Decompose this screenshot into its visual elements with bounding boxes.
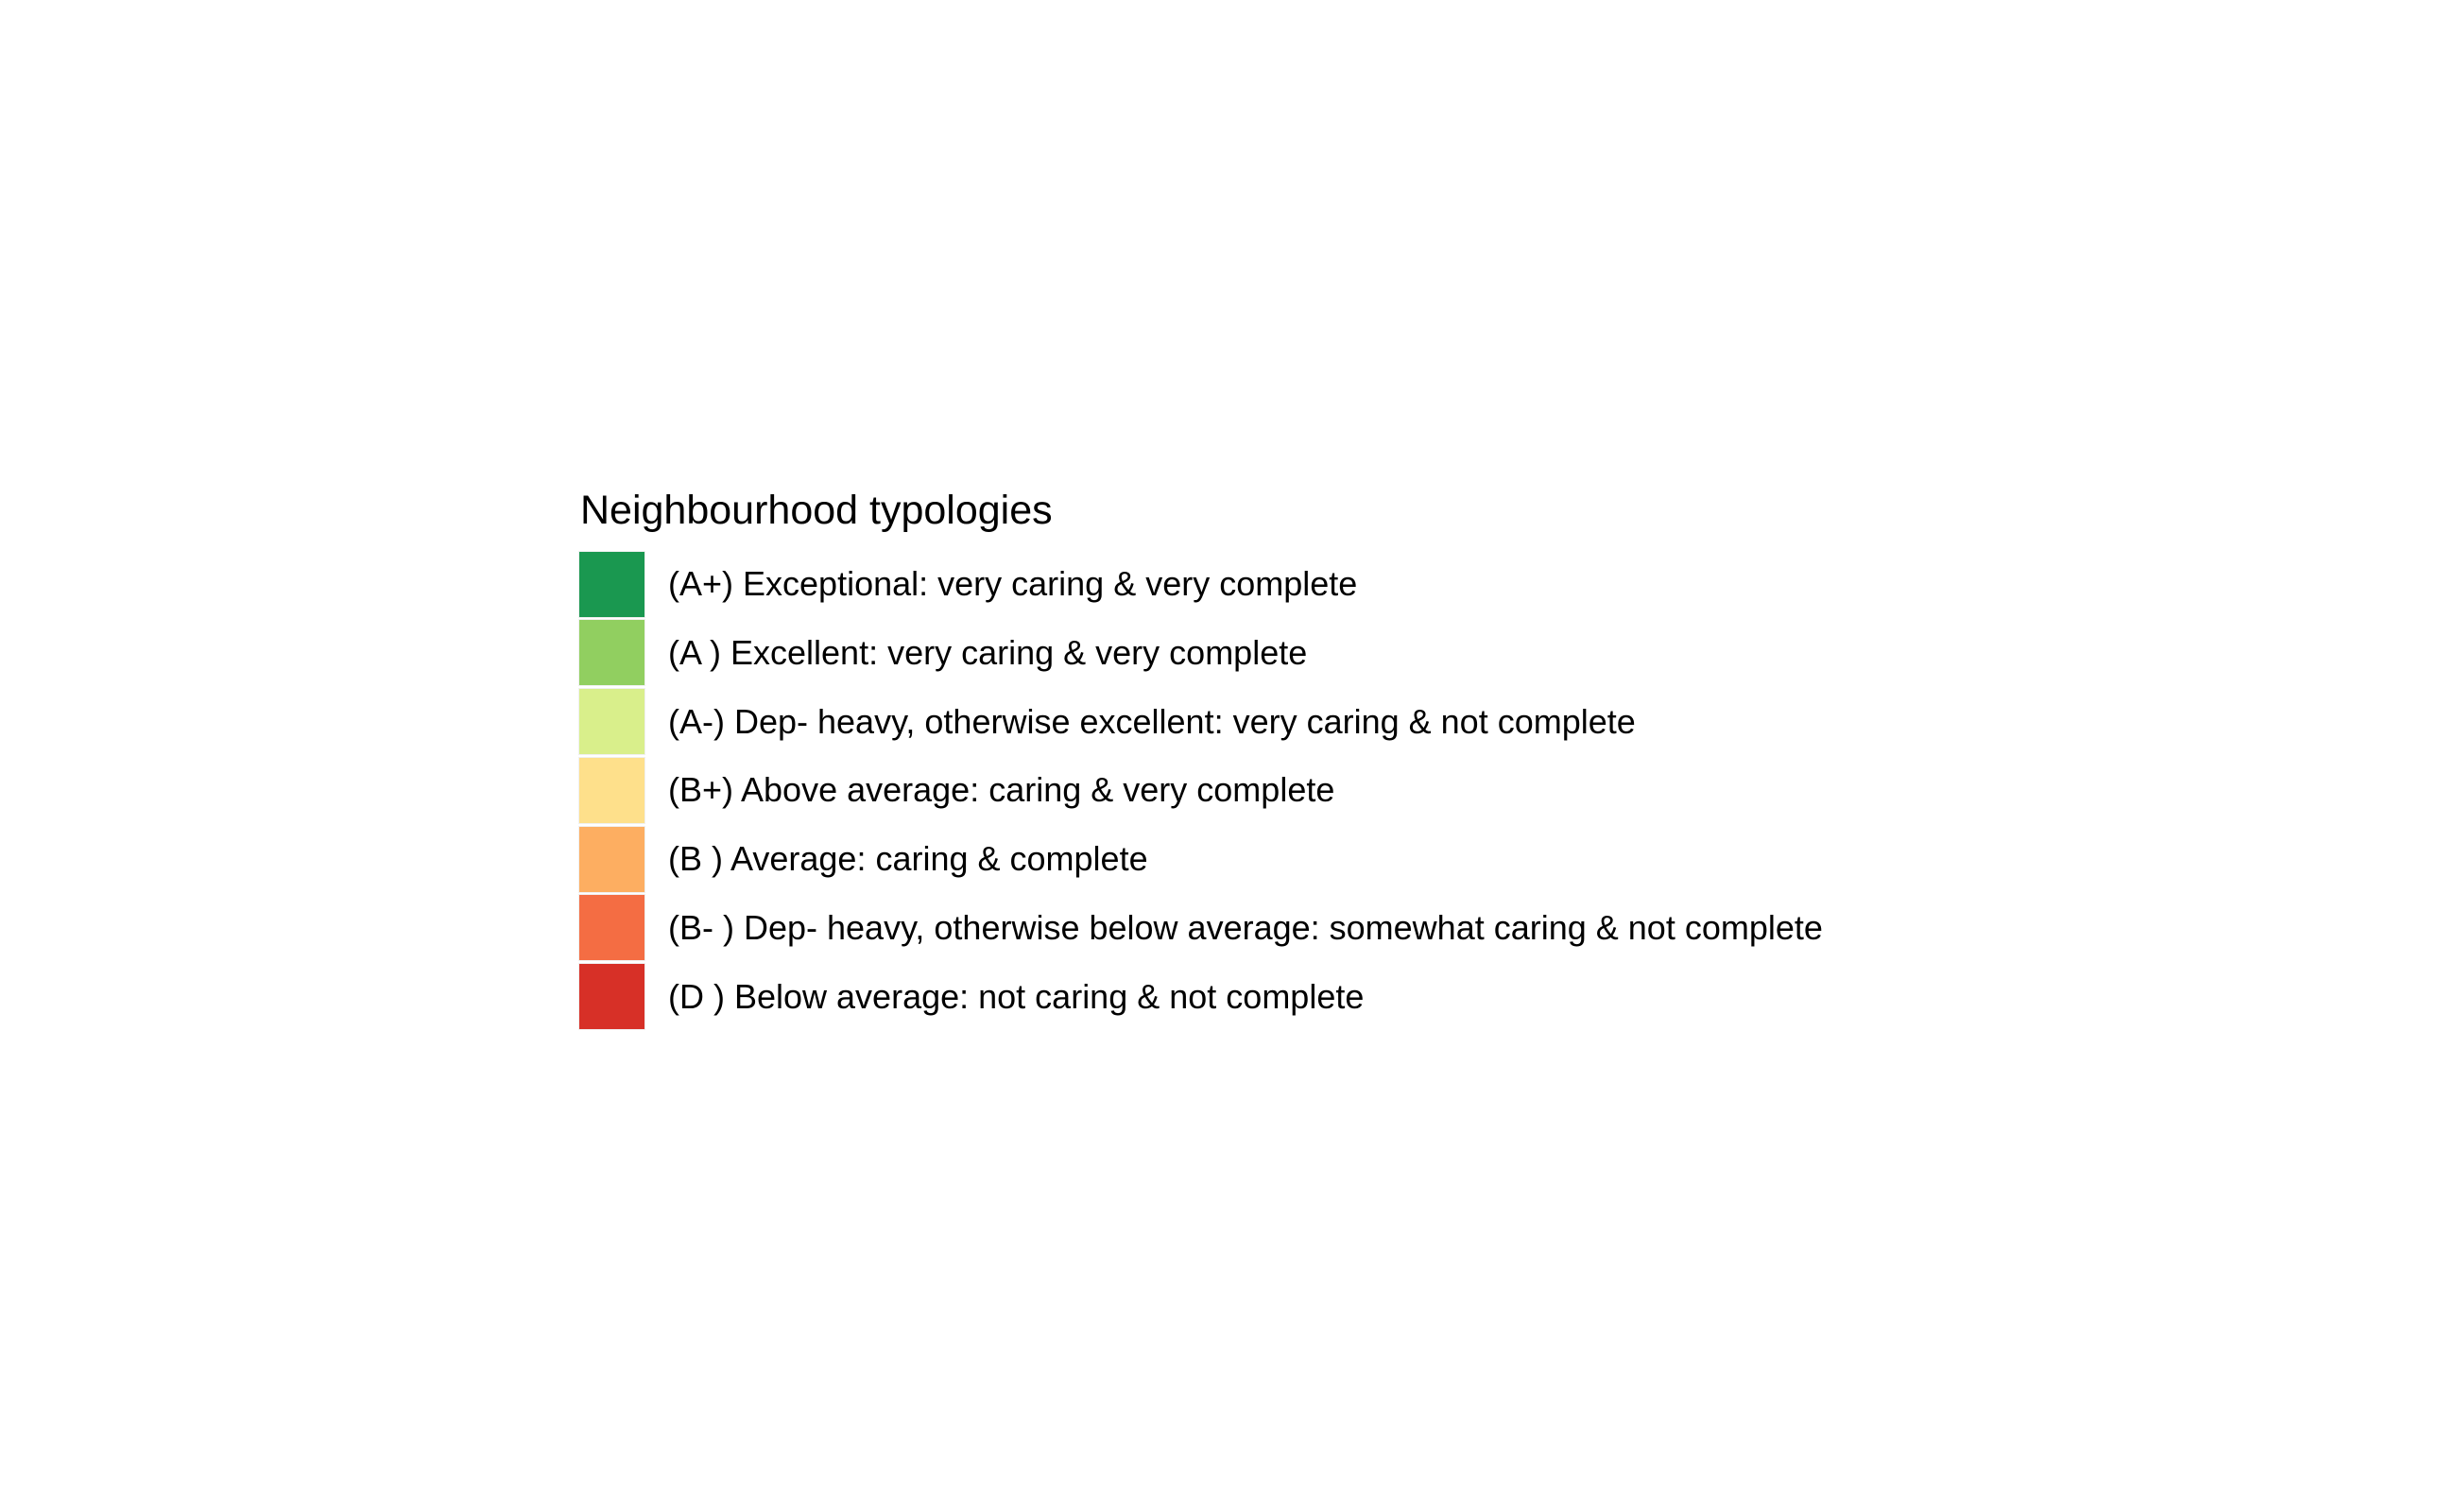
color-swatch	[578, 894, 645, 962]
legend-item: (A+) Exceptional: very caring & very com…	[578, 550, 1823, 618]
legend-items: (A+) Exceptional: very caring & very com…	[578, 550, 1823, 1031]
legend-item-label: (B- ) Dep- heavy, otherwise below averag…	[668, 907, 1823, 947]
legend: Neighbourhood typologies (A+) Exceptiona…	[578, 482, 1823, 1032]
legend-item: (D ) Below average: not caring & not com…	[578, 963, 1823, 1031]
color-swatch	[578, 756, 645, 824]
color-swatch	[578, 825, 645, 893]
color-swatch	[578, 550, 645, 618]
color-swatch	[578, 963, 645, 1031]
legend-item-label: (D ) Below average: not caring & not com…	[668, 976, 1365, 1016]
legend-item-label: (B+) Above average: caring & very comple…	[668, 770, 1335, 810]
legend-item: (A-) Dep- heavy, otherwise excellent: ve…	[578, 688, 1823, 756]
legend-item: (A ) Excellent: very caring & very compl…	[578, 619, 1823, 687]
legend-title: Neighbourhood typologies	[580, 488, 1053, 533]
color-swatch	[578, 688, 645, 756]
legend-item-label: (A+) Exceptional: very caring & very com…	[668, 564, 1358, 603]
legend-item: (B- ) Dep- heavy, otherwise below averag…	[578, 894, 1823, 962]
legend-item-label: (A-) Dep- heavy, otherwise excellent: ve…	[668, 701, 1636, 741]
legend-item: (B+) Above average: caring & very comple…	[578, 756, 1823, 824]
legend-item-label: (B ) Average: caring & complete	[668, 839, 1148, 879]
legend-item-label: (A ) Excellent: very caring & very compl…	[668, 632, 1308, 672]
color-swatch	[578, 619, 645, 687]
legend-item: (B ) Average: caring & complete	[578, 825, 1823, 893]
